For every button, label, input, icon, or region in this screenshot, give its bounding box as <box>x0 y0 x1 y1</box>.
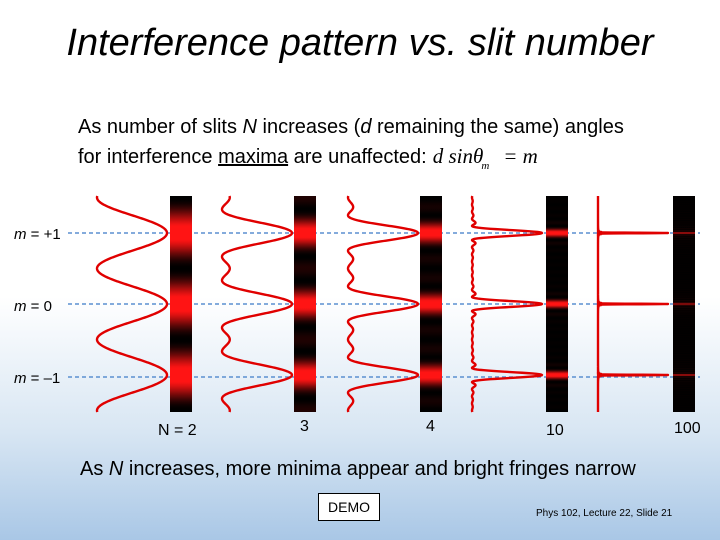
slit-number-label: 10 <box>546 422 564 439</box>
eq-rhs: = m <box>503 144 538 168</box>
fringe-strips <box>170 196 695 412</box>
slide-footer: Phys 102, Lecture 22, Slide 21 <box>536 508 673 519</box>
fringe-strip-n100 <box>673 196 695 412</box>
fringe-strip-n10 <box>546 196 568 412</box>
intensity-curve-n2 <box>95 195 169 413</box>
eq-theta: θ <box>472 144 484 168</box>
intensity-curves <box>95 194 670 414</box>
intro-line-2: for interference maxima are unaffected: d… <box>78 144 538 172</box>
intro-d: d <box>360 116 372 138</box>
eq-subscript: m <box>481 160 490 172</box>
intro-text: for interference <box>78 146 219 168</box>
slide-title: Interference pattern vs. slit number <box>66 22 654 64</box>
eq-lhs: d sin <box>432 144 473 168</box>
fringe-strip-n4 <box>420 196 442 412</box>
fringe-strip-n2 <box>170 196 192 412</box>
summary-text: As N increases, more minima appear and b… <box>80 458 636 480</box>
intensity-curve-n100 <box>596 194 670 414</box>
intensity-curve-n4 <box>346 195 420 413</box>
order-label-0: m = 0 <box>14 298 52 315</box>
demo-button[interactable]: DEMO <box>318 493 380 521</box>
slit-number-label: 4 <box>426 418 435 435</box>
intro-text: As number of slits <box>78 116 243 138</box>
intro-text: are unaffected: <box>288 146 427 168</box>
fringe-strip-n3 <box>294 196 316 412</box>
intensity-curve-n3 <box>220 195 294 413</box>
intro-N: N <box>242 116 257 138</box>
intro-text: increases ( <box>256 116 361 138</box>
maxima-word: maxima <box>218 146 289 168</box>
order-label-plus-1: m = +1 <box>14 226 61 243</box>
maxima-equation: d sinθm = m <box>432 144 538 172</box>
intensity-curve-n10 <box>470 195 544 413</box>
slit-number-label: N = 2 <box>158 422 197 439</box>
intro-line-1: As number of slits N increases (d remain… <box>78 116 624 139</box>
intro-text: remaining the same) angles <box>371 116 624 138</box>
order-label-minus-1: m = –1 <box>14 370 61 387</box>
slit-number-label: 3 <box>300 418 309 435</box>
slit-number-label: 100 <box>674 420 701 437</box>
